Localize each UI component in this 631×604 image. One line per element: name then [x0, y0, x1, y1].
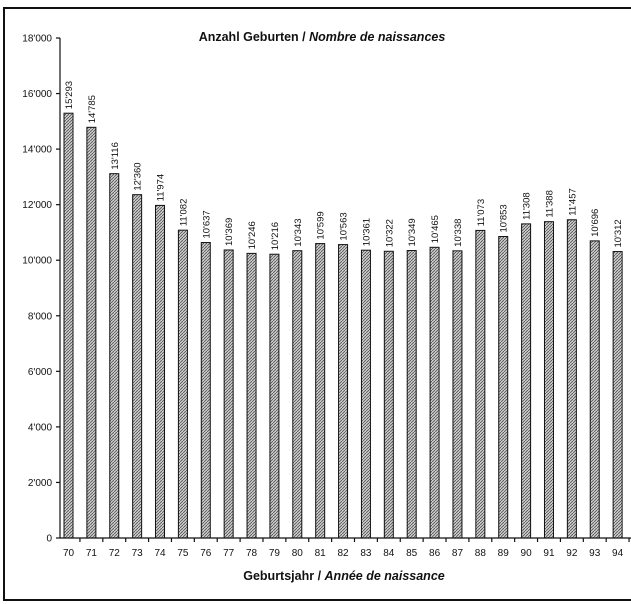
y-tick-label: 0 [46, 534, 52, 545]
y-tick-label: 2'000 [28, 478, 53, 489]
bar [406, 250, 417, 539]
x-tick-label: 85 [406, 548, 418, 559]
x-tick-label: 93 [589, 548, 601, 559]
bar [132, 194, 143, 539]
bar [177, 229, 188, 539]
bar [109, 173, 120, 539]
x-tick-label: 82 [337, 548, 349, 559]
bar [63, 112, 74, 539]
x-tick-label: 92 [566, 548, 578, 559]
data-label: 11'082 [178, 199, 189, 227]
data-label: 15'293 [64, 81, 75, 109]
data-label: 10'361 [361, 218, 372, 246]
x-tick-label: 91 [543, 548, 555, 559]
bar [452, 250, 463, 539]
y-tick-label: 14'000 [22, 145, 52, 156]
bar [612, 251, 623, 539]
data-label: 10'322 [384, 219, 395, 247]
x-axis-title-fr: Année de naissance [324, 569, 445, 583]
data-label: 10'338 [453, 219, 464, 247]
bar [315, 243, 326, 539]
data-label: 10'465 [430, 215, 441, 243]
x-tick-label: 71 [86, 548, 98, 559]
data-label: 11'974 [156, 174, 167, 202]
bar [498, 236, 509, 539]
x-tick-label: 94 [612, 548, 624, 559]
x-tick-label: 84 [383, 548, 395, 559]
x-tick-label: 80 [292, 548, 304, 559]
data-label: 10'853 [499, 204, 510, 232]
data-label: 10'637 [201, 210, 212, 238]
data-label: 11'388 [544, 190, 555, 218]
x-tick-label: 73 [132, 548, 144, 559]
data-label: 10'563 [339, 212, 350, 240]
bar [223, 249, 234, 539]
x-tick-label: 70 [63, 548, 75, 559]
bar [246, 252, 257, 539]
x-tick-label: 87 [452, 548, 464, 559]
x-tick-label: 90 [521, 548, 533, 559]
x-tick-label: 76 [200, 548, 212, 559]
x-tick-label: 81 [315, 548, 327, 559]
y-tick-label: 8'000 [28, 311, 53, 322]
bar [338, 244, 349, 539]
data-label: 10'696 [590, 209, 601, 237]
y-tick-label: 6'000 [28, 367, 53, 378]
bar [543, 221, 554, 539]
data-label: 11'073 [476, 199, 487, 227]
x-tick-label: 72 [109, 548, 121, 559]
bar [360, 249, 371, 539]
data-label: 10'343 [293, 218, 304, 246]
y-tick-label: 18'000 [22, 34, 52, 45]
chart-title-de: Anzahl Geburten / [199, 30, 309, 44]
y-tick-label: 12'000 [22, 200, 52, 211]
x-tick-label: 89 [498, 548, 510, 559]
y-tick-label: 4'000 [28, 422, 53, 433]
x-axis-title: Geburtsjahr / Année de naissance [243, 569, 445, 583]
data-label: 10'216 [270, 222, 281, 250]
x-tick-label: 74 [154, 548, 166, 559]
data-label: 10'599 [316, 211, 327, 239]
bar [475, 229, 486, 539]
x-tick-label: 83 [360, 548, 372, 559]
bar [566, 219, 577, 539]
chart-frame [3, 7, 631, 601]
x-tick-label: 86 [429, 548, 441, 559]
bar [200, 242, 211, 539]
y-tick-label: 10'000 [22, 256, 52, 267]
data-label: 12'360 [133, 162, 144, 190]
y-tick-label: 16'000 [22, 89, 52, 100]
bar [383, 250, 394, 539]
bar [269, 253, 280, 539]
data-label: 14'785 [87, 95, 98, 123]
x-tick-label: 77 [223, 548, 235, 559]
x-tick-label: 79 [269, 548, 281, 559]
bar [521, 223, 532, 539]
bar [86, 126, 97, 539]
x-axis-title-de: Geburtsjahr / [243, 569, 324, 583]
data-label: 10'246 [247, 221, 258, 249]
data-label: 11'457 [567, 188, 578, 216]
data-label: 13'116 [110, 142, 121, 170]
x-tick-label: 78 [246, 548, 258, 559]
x-tick-label: 75 [177, 548, 189, 559]
bar [429, 246, 440, 539]
data-label: 10'312 [613, 219, 624, 247]
bars: 15'293 14'785 13'116 12'360 11'974 11'082 10'6… [63, 81, 624, 539]
x-tick-label: 88 [475, 548, 487, 559]
chart-title-fr: Nombre de naissances [309, 30, 445, 44]
y-axis: 0 2'000 4'000 6'000 8'000 10'000 12'000 14'000 1… [22, 34, 61, 545]
data-label: 11'308 [522, 192, 533, 220]
chart-title: Anzahl Geburten / Nombre de naissances [199, 30, 446, 44]
x-axis: 70 71 72 73 74 75 76 77 78 79 80 81 82 83 84 85 86 87 88 89… [60, 537, 631, 559]
bar [155, 204, 166, 539]
bar [589, 240, 600, 539]
data-label: 10'349 [407, 218, 418, 246]
data-label: 10'369 [224, 218, 235, 246]
bar [292, 250, 303, 539]
